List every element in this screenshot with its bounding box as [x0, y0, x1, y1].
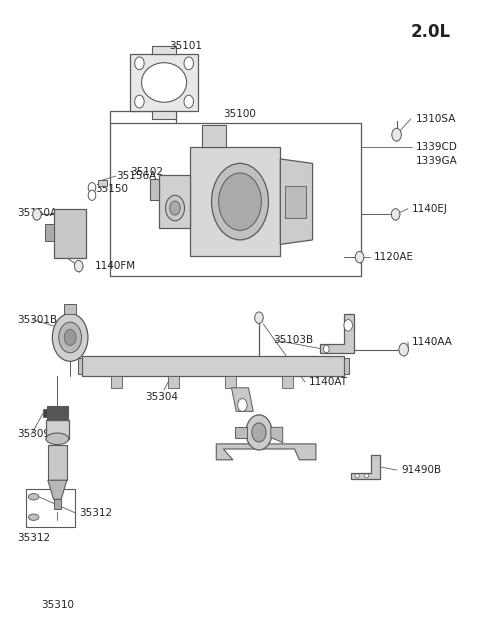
Text: 1310SA: 1310SA [416, 114, 456, 124]
Polygon shape [202, 125, 226, 147]
Text: 91490B: 91490B [401, 465, 442, 475]
Ellipse shape [64, 329, 76, 345]
Text: 35150A: 35150A [17, 208, 57, 218]
Text: 35150: 35150 [96, 184, 128, 194]
Ellipse shape [166, 195, 184, 221]
Polygon shape [43, 409, 47, 417]
Ellipse shape [246, 415, 272, 450]
Circle shape [184, 57, 193, 69]
Polygon shape [271, 428, 283, 442]
Polygon shape [130, 54, 199, 111]
Text: 2.0L: 2.0L [411, 23, 451, 41]
Polygon shape [46, 224, 54, 241]
Polygon shape [320, 314, 354, 354]
Polygon shape [231, 388, 253, 412]
Text: 1140AA: 1140AA [412, 337, 453, 347]
Polygon shape [280, 159, 312, 244]
Ellipse shape [46, 433, 69, 444]
Text: 35101: 35101 [169, 41, 202, 51]
Polygon shape [235, 428, 247, 437]
Polygon shape [282, 376, 293, 388]
Polygon shape [83, 356, 344, 376]
Text: 1140EJ: 1140EJ [412, 204, 448, 213]
Ellipse shape [219, 173, 261, 230]
Polygon shape [159, 175, 190, 228]
Text: 35304: 35304 [145, 392, 178, 402]
Circle shape [238, 399, 247, 412]
Ellipse shape [28, 494, 39, 500]
Ellipse shape [28, 514, 39, 520]
Polygon shape [111, 376, 122, 388]
Polygon shape [97, 180, 107, 186]
Circle shape [88, 190, 96, 201]
Ellipse shape [142, 63, 187, 102]
Ellipse shape [52, 314, 88, 361]
Text: 35301B: 35301B [17, 314, 57, 325]
Text: 1120AE: 1120AE [374, 252, 414, 262]
Ellipse shape [212, 163, 268, 240]
Ellipse shape [170, 201, 180, 215]
Polygon shape [152, 111, 176, 119]
Text: 35103B: 35103B [273, 335, 313, 345]
Text: 35310: 35310 [41, 600, 74, 610]
Polygon shape [54, 210, 86, 258]
Circle shape [33, 209, 41, 220]
Text: 1140AT: 1140AT [309, 377, 348, 387]
Circle shape [135, 57, 144, 69]
Text: 35156A: 35156A [117, 171, 157, 181]
Circle shape [255, 312, 263, 323]
Polygon shape [225, 376, 236, 388]
Circle shape [391, 209, 400, 220]
Polygon shape [150, 179, 159, 201]
Polygon shape [152, 46, 176, 54]
Circle shape [324, 345, 329, 353]
Polygon shape [48, 480, 67, 500]
Circle shape [88, 183, 96, 193]
Circle shape [135, 95, 144, 108]
Circle shape [184, 95, 193, 108]
Text: 35309: 35309 [17, 430, 50, 439]
Text: 1140FM: 1140FM [96, 261, 136, 271]
Polygon shape [190, 147, 280, 256]
Text: 1339GA: 1339GA [416, 156, 457, 166]
Polygon shape [168, 376, 179, 388]
Polygon shape [54, 500, 61, 509]
Polygon shape [351, 455, 380, 479]
Polygon shape [216, 444, 316, 460]
Text: 1339CD: 1339CD [416, 143, 457, 152]
Circle shape [74, 260, 83, 272]
Ellipse shape [59, 322, 82, 353]
Polygon shape [46, 420, 69, 439]
Polygon shape [285, 186, 306, 217]
Text: 35100: 35100 [224, 109, 256, 120]
Ellipse shape [252, 423, 266, 442]
Polygon shape [47, 406, 68, 420]
Text: 35102: 35102 [130, 167, 163, 177]
Polygon shape [48, 444, 67, 480]
Polygon shape [78, 358, 83, 374]
Polygon shape [64, 304, 76, 314]
Ellipse shape [355, 474, 360, 478]
Text: 35312: 35312 [17, 533, 50, 543]
Circle shape [392, 129, 401, 141]
Circle shape [399, 343, 408, 356]
Ellipse shape [364, 474, 369, 478]
Text: 35312: 35312 [79, 508, 112, 518]
Polygon shape [344, 358, 349, 374]
Circle shape [355, 251, 364, 263]
Circle shape [344, 320, 352, 331]
